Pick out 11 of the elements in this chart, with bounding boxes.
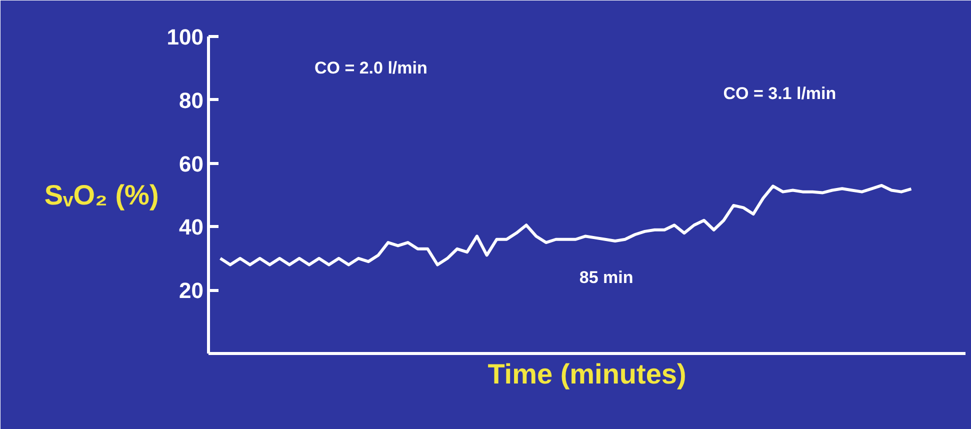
x-axis-title: Time (minutes) — [488, 358, 686, 390]
y-tick-label: 100 — [166, 24, 204, 50]
y-axis-title: SᵥO₂ (%) — [44, 180, 159, 210]
y-tick-label: 80 — [179, 88, 204, 113]
annotation: CO = 3.1 l/min — [723, 84, 836, 104]
y-tick-label: 60 — [179, 151, 204, 176]
y-tick-label: 20 — [179, 278, 204, 304]
annotation: 85 min — [579, 268, 634, 287]
annotation: CO = 2.0 l/min — [314, 58, 428, 78]
line-series — [218, 184, 913, 266]
y-tick-label: 40 — [179, 214, 204, 240]
